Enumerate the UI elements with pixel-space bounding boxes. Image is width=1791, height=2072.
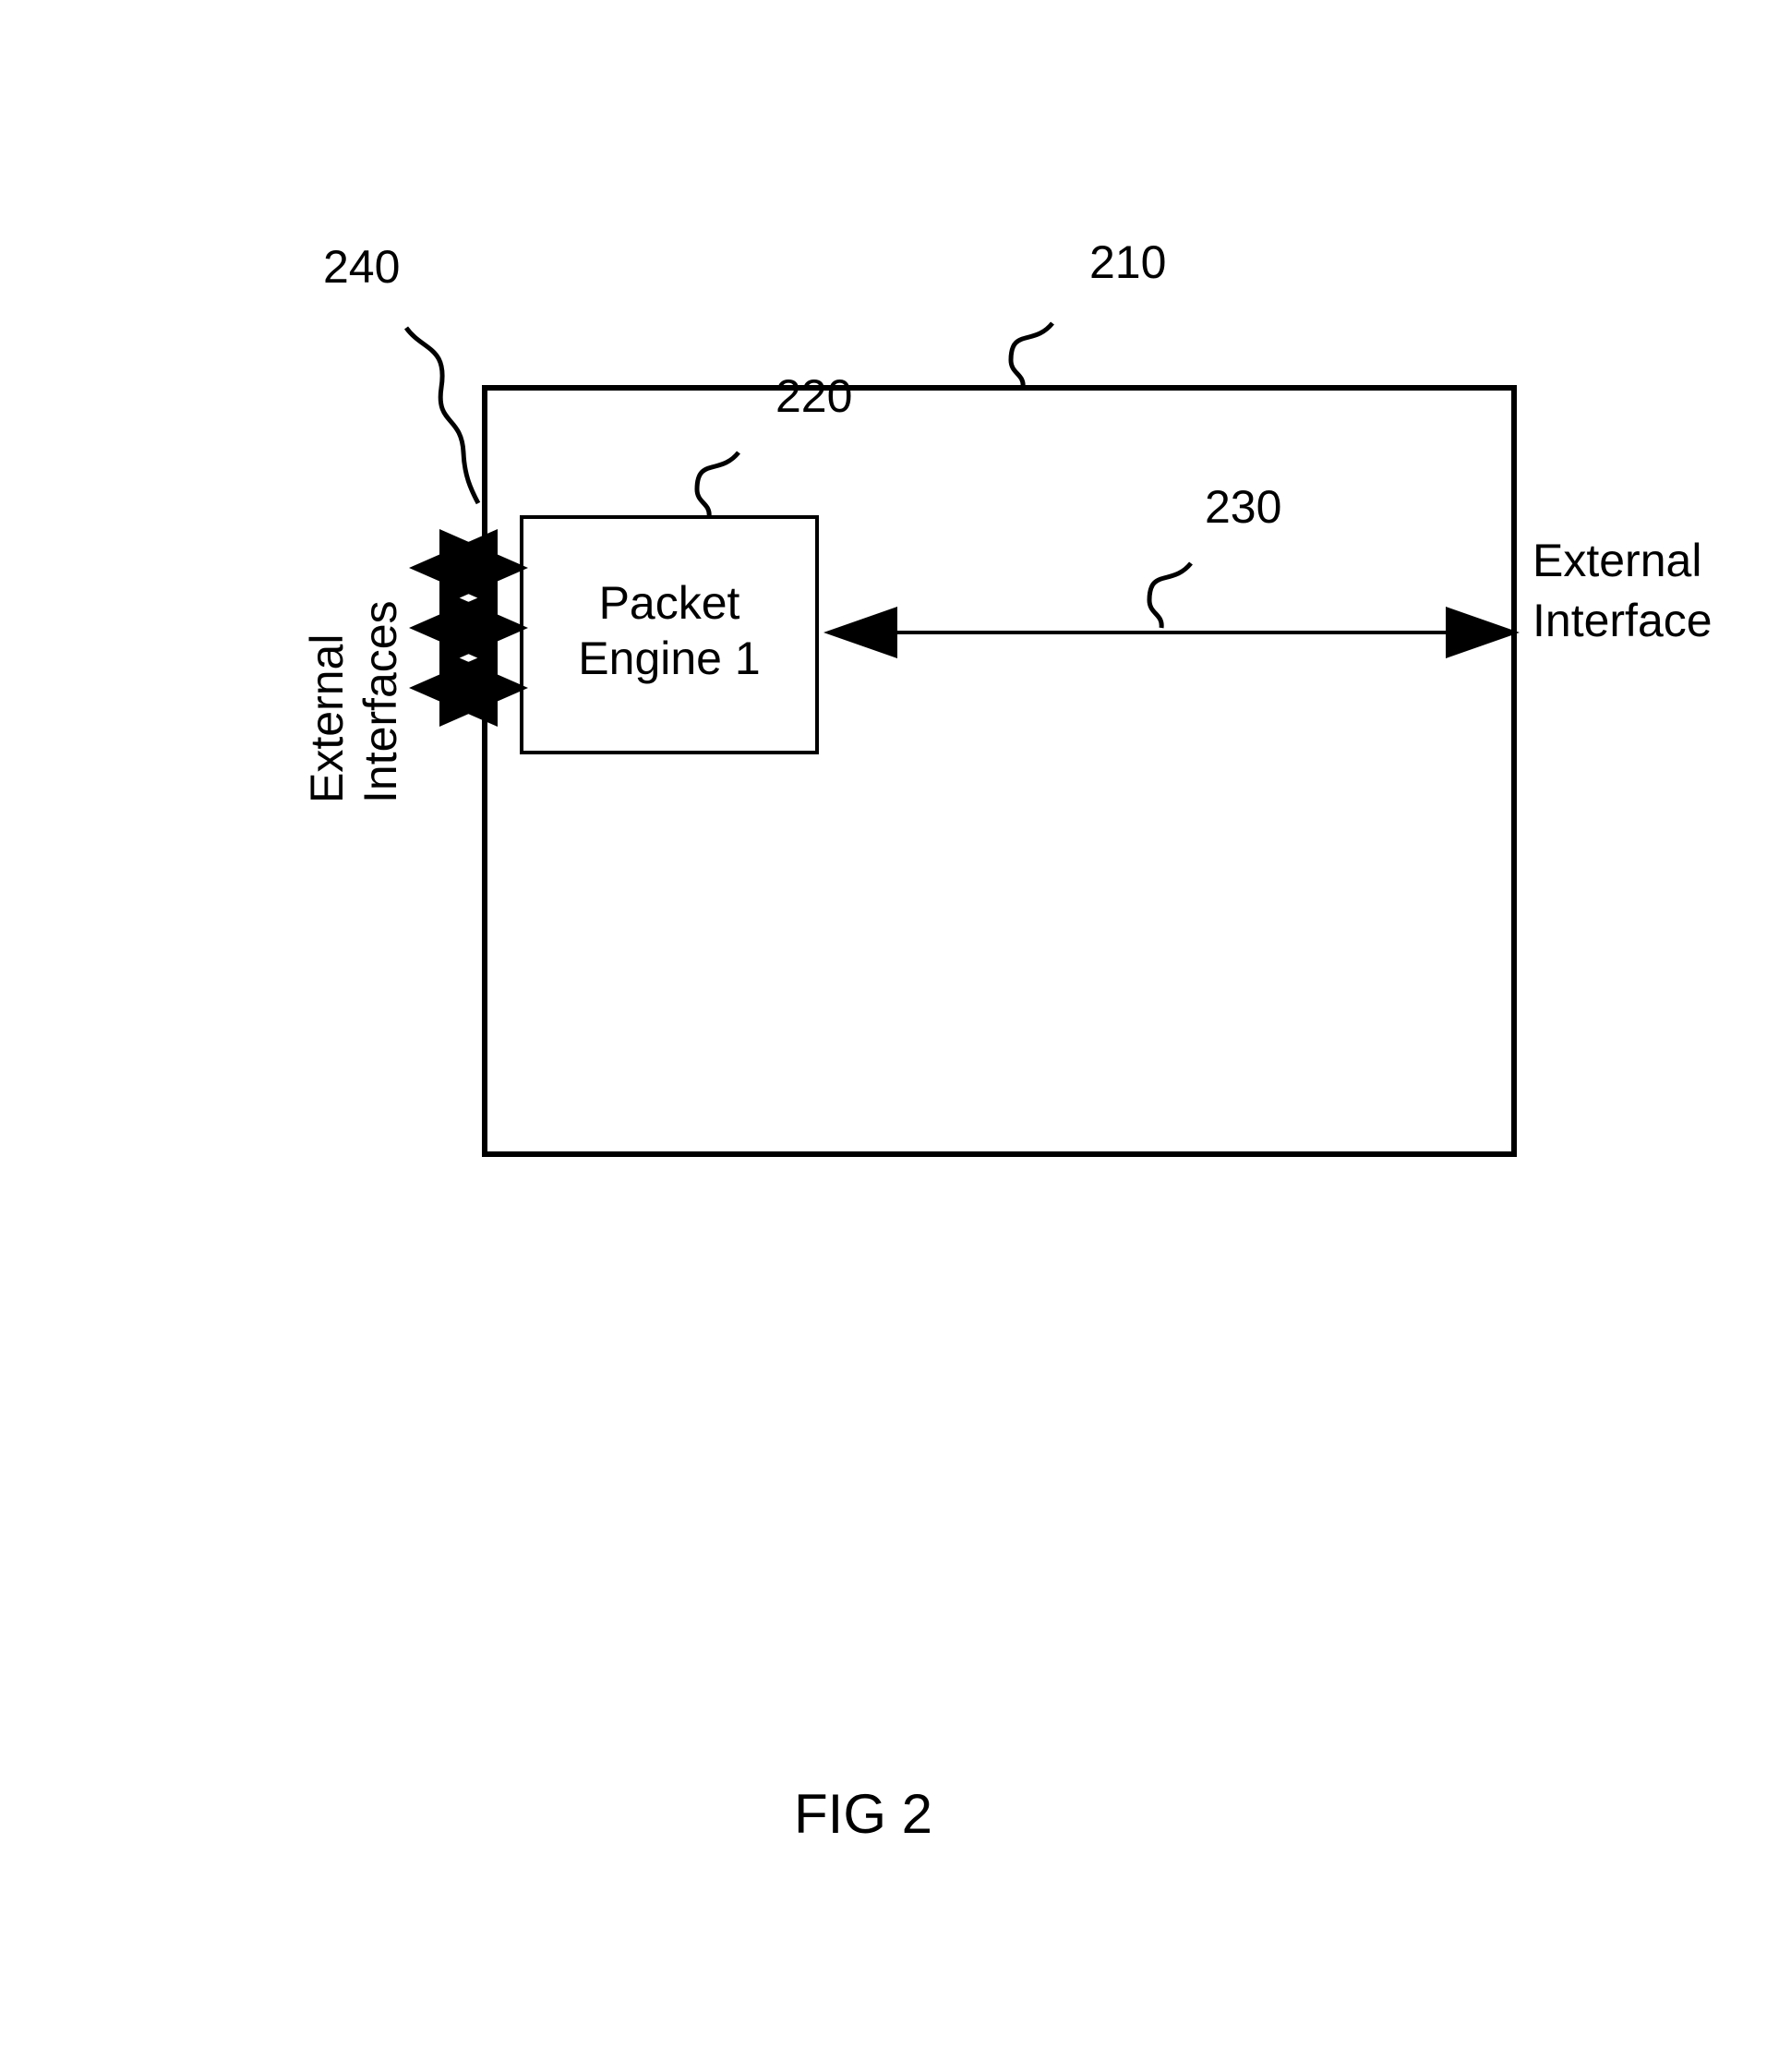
figure-caption: FIG 2 [794, 1782, 932, 1846]
squiggle-240 [406, 328, 478, 503]
outer-box [485, 388, 1514, 1154]
squiggle-210 [1011, 323, 1052, 388]
ref-240: 240 [323, 240, 400, 294]
packet-engine-label-line2: Engine 1 [578, 632, 760, 684]
external-interfaces-label: External Interfaces [300, 471, 407, 803]
ref-230: 230 [1205, 480, 1281, 534]
external-interface-line2: Interface [1533, 591, 1713, 651]
squiggle-230 [1149, 563, 1191, 628]
external-interface-label: External Interface [1533, 531, 1713, 651]
squiggle-220 [697, 452, 739, 517]
external-interface-line1: External [1533, 531, 1713, 591]
diagram-container: Packet Engine 1 210 220 230 240 External… [148, 166, 1643, 1090]
packet-engine-label-line1: Packet [599, 577, 740, 629]
ref-210: 210 [1089, 235, 1166, 289]
ref-220: 220 [775, 369, 852, 423]
